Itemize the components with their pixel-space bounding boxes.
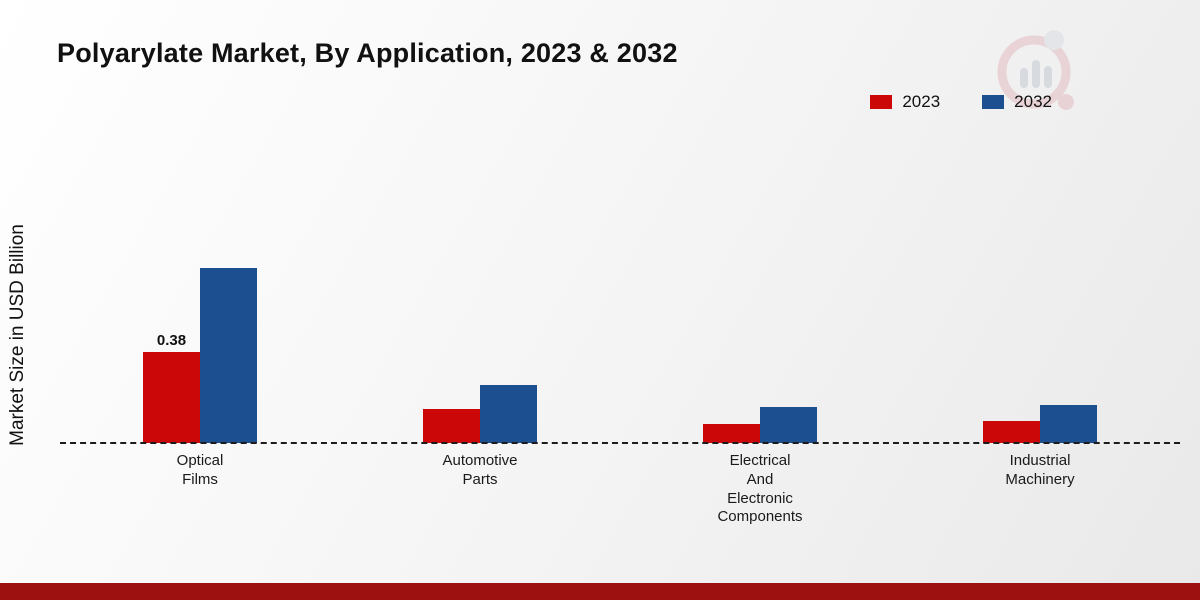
bar-2023-industrial-machinery: [983, 421, 1040, 443]
bar-2032-automotive-parts: [480, 385, 537, 443]
bar-wrap-2023-electrical-and-electronic-components: [703, 424, 760, 443]
legend-swatch-2023: [870, 95, 893, 109]
x-axis-baseline: [60, 442, 1180, 444]
brand-logo-watermark: [992, 26, 1082, 116]
bar-2023-automotive-parts: [423, 409, 480, 443]
bar-group-optical-films: 0.38: [60, 268, 340, 443]
bar-wrap-2023-optical-films: 0.38: [143, 332, 200, 443]
category-labels: Optical Films Automotive Parts Electrical And…: [60, 452, 1180, 527]
bar-group-industrial-machinery: [900, 405, 1180, 443]
footer-red-bar: [0, 583, 1200, 600]
plot-area: 0.38 Optical Films Automotive Parts Electric…: [60, 150, 1180, 600]
bar-groups: 0.38: [60, 150, 1180, 443]
bar-value-label-2023-optical-films: 0.38: [156, 332, 187, 349]
legend-item-2032: 2032: [982, 92, 1052, 112]
category-label-electrical-and-electronic-components: Electrical And Electronic Components: [717, 452, 803, 526]
bar-2023-optical-films: [143, 352, 200, 443]
bar-2023-electrical-and-electronic-components: [703, 424, 760, 443]
category-label-optical-films: Optical Films: [176, 452, 224, 488]
chart-title: Polyarylate Market, By Application, 2023…: [57, 38, 678, 68]
legend-item-2023: 2023: [870, 92, 940, 112]
bar-2032-optical-films: [200, 268, 257, 443]
category-label-automotive-parts: Automotive Parts: [442, 452, 518, 488]
legend-label-2032: 2032: [1014, 92, 1052, 111]
brand-logo-icon: [997, 30, 1074, 110]
category-label-industrial-machinery: Industrial Machinery: [1005, 452, 1075, 488]
y-axis-label: Market Size in USD Billion: [7, 224, 28, 446]
bar-wrap-2032-industrial-machinery: [1040, 405, 1097, 443]
legend: 2023 2032: [870, 92, 1052, 112]
bar-group-electrical-and-electronic-components: [620, 407, 900, 443]
bar-2032-industrial-machinery: [1040, 405, 1097, 443]
legend-label-2023: 2023: [902, 92, 941, 111]
bar-wrap-2032-automotive-parts: [480, 385, 537, 443]
legend-swatch-2032: [982, 95, 1005, 109]
bar-group-automotive-parts: [340, 385, 620, 443]
bar-wrap-2023-industrial-machinery: [983, 421, 1040, 443]
bar-wrap-2023-automotive-parts: [423, 409, 480, 443]
bar-wrap-2032-optical-films: [200, 268, 257, 443]
bar-wrap-2032-electrical-and-electronic-components: [760, 407, 817, 443]
bar-2032-electrical-and-electronic-components: [760, 407, 817, 443]
